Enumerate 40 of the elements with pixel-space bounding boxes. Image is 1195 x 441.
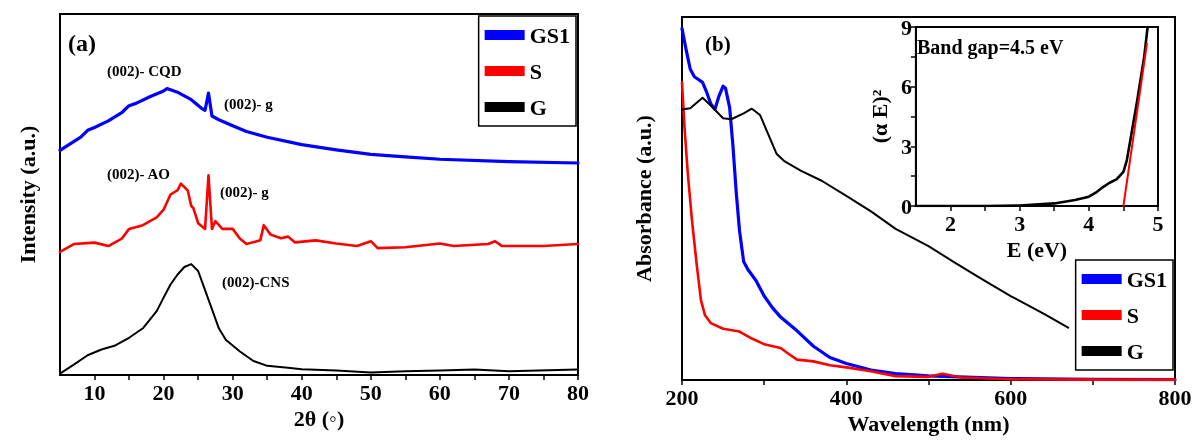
- legend-label: S: [1126, 302, 1139, 328]
- annotation: (002)- g: [220, 184, 270, 201]
- text: (002)- CQD: [107, 63, 182, 80]
- x-axis-title: 2θ (◦): [293, 406, 345, 432]
- annotation: (b): [705, 32, 731, 56]
- legend-label: G: [529, 94, 547, 120]
- legend-label: GS1: [1126, 266, 1168, 292]
- x-tick-label: 400: [829, 384, 863, 410]
- x-tick-label: 5: [1152, 210, 1164, 236]
- x-tick-label: 20: [152, 379, 175, 405]
- legend-label: GS1: [529, 22, 571, 48]
- x-tick-label: 80: [567, 379, 589, 405]
- annotation: Band gap=4.5 eV: [917, 36, 1064, 59]
- x-tick-label: 200: [665, 384, 699, 410]
- annotation: (002)- AO: [107, 166, 170, 183]
- x-tick-label: 800: [1158, 384, 1192, 410]
- x-tick-label: 4: [1083, 210, 1095, 236]
- y-axis-title: (α E)²: [866, 89, 892, 144]
- x-tick-label: 10: [83, 379, 106, 405]
- y-tick-label: 6: [900, 74, 912, 100]
- y-tick-label: 9: [900, 14, 912, 40]
- y-tick-label: 3: [900, 133, 912, 159]
- text: (a): [68, 30, 96, 56]
- y-axis-title: Absorbance (a.u.): [630, 115, 656, 282]
- y-axis-title: Intensity (a.u.): [14, 125, 40, 264]
- x-tick-label: 3: [1014, 210, 1026, 236]
- x-tick-label: 70: [497, 379, 520, 405]
- x-tick-label: 2: [944, 210, 956, 236]
- x-tick-label: 50: [359, 379, 382, 405]
- y-tick-label: 0: [900, 193, 912, 219]
- x-tick-label: 40: [290, 379, 313, 405]
- legend-label: S: [529, 58, 542, 84]
- legend-label: G: [1126, 338, 1144, 364]
- x-tick-label: 60: [428, 379, 451, 405]
- x-tick-label: 600: [994, 384, 1028, 410]
- x-tick-label: 30: [221, 379, 244, 405]
- x-axis-title: E (eV): [1006, 237, 1068, 263]
- annotation: (002)- g: [224, 96, 274, 113]
- x-axis-title: Wavelength (nm): [847, 411, 1010, 437]
- annotation: (002)-CNS: [222, 274, 290, 291]
